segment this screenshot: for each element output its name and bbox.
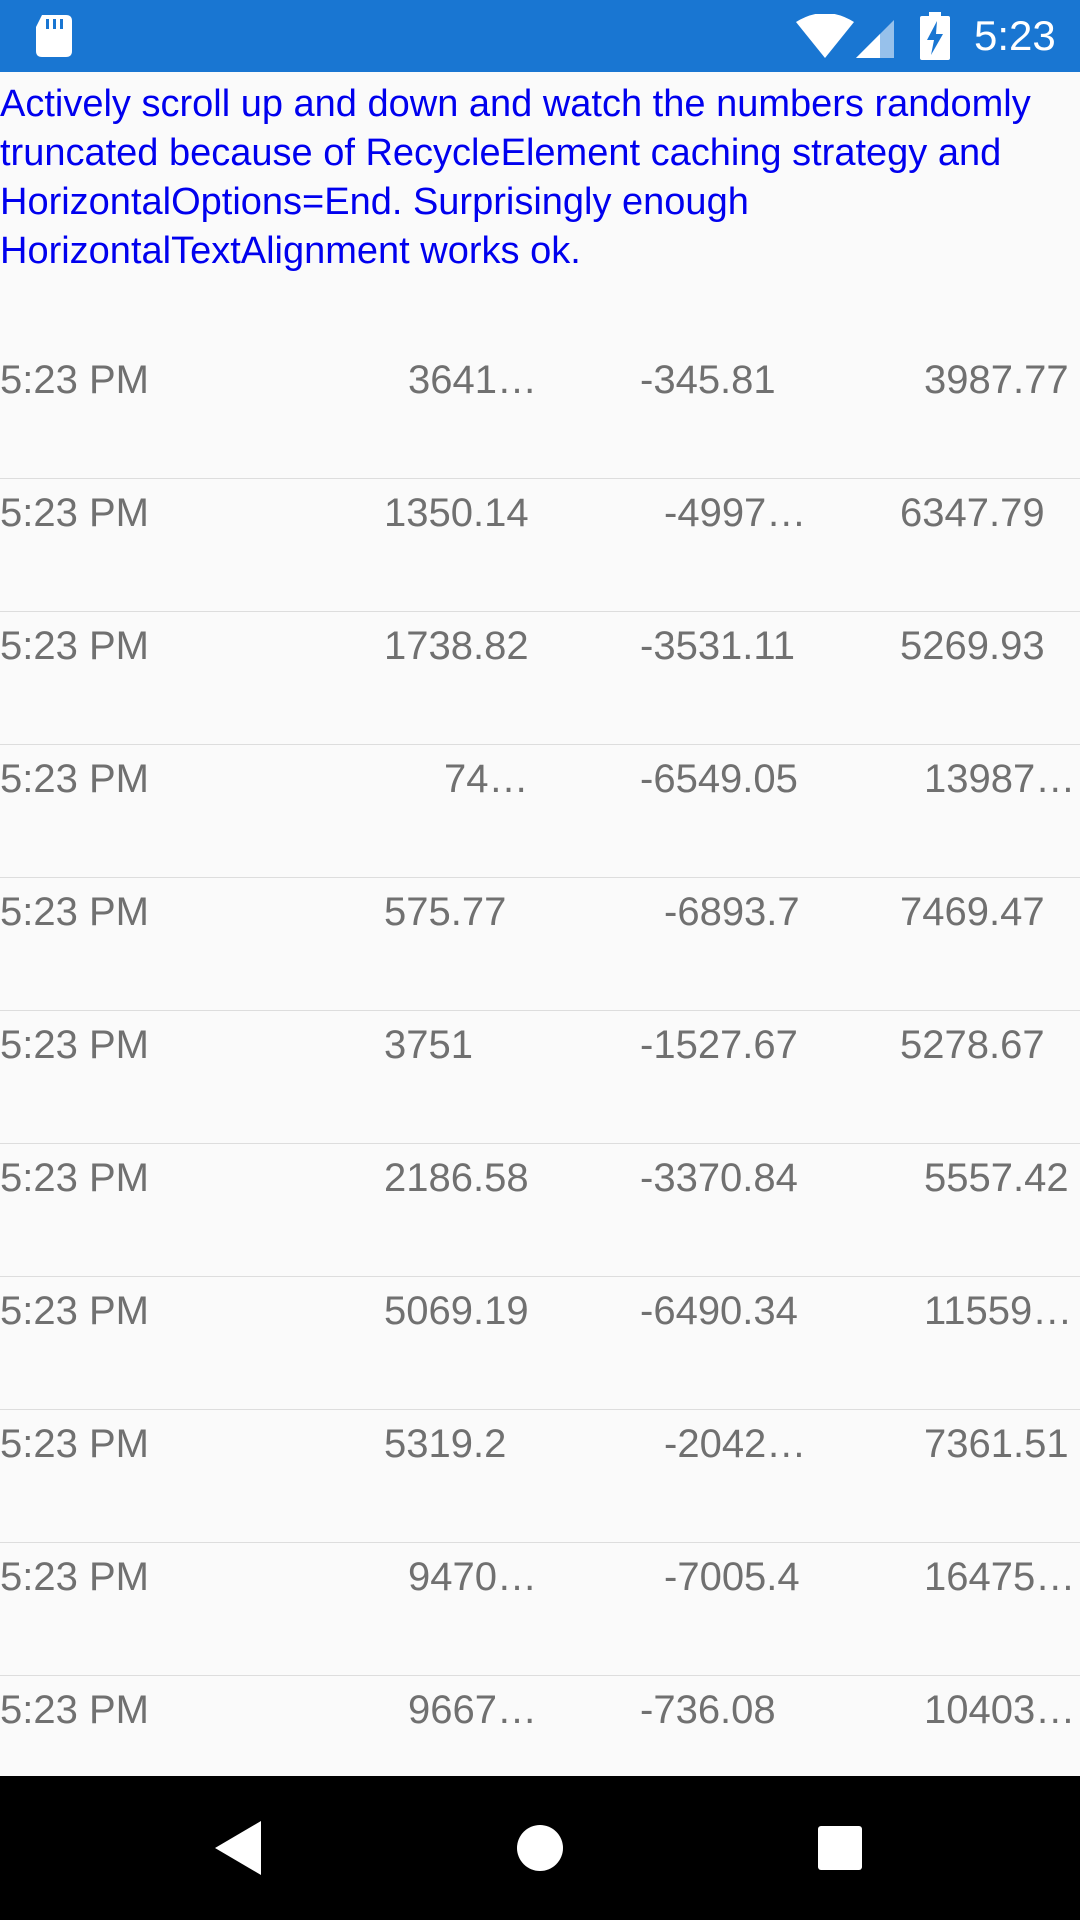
row-divider (0, 478, 1080, 479)
row-time: 5:23 PM (0, 1422, 149, 1466)
list-row[interactable]: 5:23 PM 5319.2 -2042… 7361.51 (0, 1410, 1080, 1543)
cell-signal-icon (856, 20, 894, 58)
sd-card-icon (36, 15, 72, 57)
row-value-b: -6490.34 (640, 1289, 798, 1333)
row-value-b: -4997… (664, 491, 807, 535)
main-content[interactable]: Actively scroll up and down and watch th… (0, 72, 1080, 1776)
row-value-c: 16475… (924, 1555, 1076, 1599)
row-divider (0, 1010, 1080, 1011)
row-value-a: 74… (444, 757, 529, 801)
list-row[interactable]: 5:23 PM 5069.19 -6490.34 11559… (0, 1277, 1080, 1410)
navigation-bar (0, 1776, 1080, 1920)
row-time: 5:23 PM (0, 1023, 149, 1067)
row-value-c: 6347.79 (900, 491, 1045, 535)
recents-icon[interactable] (818, 1826, 862, 1870)
list-row[interactable]: 5:23 PM 2186.58 -3370.84 5557.42 (0, 1144, 1080, 1277)
row-value-b: -6549.05 (640, 757, 798, 801)
row-divider (0, 744, 1080, 745)
row-value-c: 3987.77 (924, 358, 1069, 402)
row-value-c: 5278.67 (900, 1023, 1045, 1067)
list-row[interactable]: 5:23 PM 74… -6549.05 13987… (0, 745, 1080, 878)
row-value-b: -345.81 (640, 358, 776, 402)
list-row[interactable]: 5:23 PM 1738.82 -3531.11 5269.93 (0, 612, 1080, 745)
list-row[interactable]: 5:23 PM 9470… -7005.4 16475… (0, 1543, 1080, 1676)
row-time: 5:23 PM (0, 890, 149, 934)
wifi-icon (796, 14, 854, 58)
home-icon[interactable] (516, 1824, 564, 1872)
list-row[interactable]: 5:23 PM 575.77 -6893.7 7469.47 (0, 878, 1080, 1011)
row-time: 5:23 PM (0, 1156, 149, 1200)
row-value-a: 5069.19 (384, 1289, 529, 1333)
row-divider (0, 1542, 1080, 1543)
row-time: 5:23 PM (0, 491, 149, 535)
list-row[interactable]: 5:23 PM 9667… -736.08 10403… (0, 1676, 1080, 1776)
row-value-b: -1527.67 (640, 1023, 798, 1067)
description-text: Actively scroll up and down and watch th… (0, 83, 1031, 272)
back-icon[interactable] (215, 1821, 265, 1875)
row-time: 5:23 PM (0, 624, 149, 668)
row-value-c: 5269.93 (900, 624, 1045, 668)
status-bar: 5:23 (0, 0, 1080, 72)
row-value-a: 3751 (384, 1023, 473, 1067)
row-value-b: -2042… (664, 1422, 807, 1466)
row-value-c: 7469.47 (900, 890, 1045, 934)
row-divider (0, 611, 1080, 612)
row-value-a: 575.77 (384, 890, 507, 934)
row-divider (0, 1409, 1080, 1410)
row-time: 5:23 PM (0, 358, 149, 402)
row-value-a: 1350.14 (384, 491, 529, 535)
row-divider (0, 1143, 1080, 1144)
list-row[interactable]: 5:23 PM 1350.14 -4997… 6347.79 (0, 479, 1080, 612)
row-divider (0, 877, 1080, 878)
row-value-c: 11559… (924, 1289, 1073, 1333)
list-row[interactable]: 5:23 PM 3641… -345.81 3987.77 (0, 346, 1080, 479)
row-value-a: 9470… (408, 1555, 537, 1599)
row-value-c: 10403… (924, 1688, 1076, 1732)
row-value-c: 13987… (924, 757, 1076, 801)
row-value-c: 5557.42 (924, 1156, 1069, 1200)
row-divider (0, 1675, 1080, 1676)
row-value-a: 2186.58 (384, 1156, 529, 1200)
row-time: 5:23 PM (0, 1688, 149, 1732)
row-divider (0, 1276, 1080, 1277)
row-value-c: 7361.51 (924, 1422, 1069, 1466)
battery-charging-icon (920, 12, 950, 60)
row-value-b: -3531.11 (640, 624, 795, 668)
row-value-a: 1738.82 (384, 624, 529, 668)
row-value-b: -3370.84 (640, 1156, 798, 1200)
row-value-a: 3641… (408, 358, 537, 402)
row-time: 5:23 PM (0, 1555, 149, 1599)
status-clock: 5:23 (974, 12, 1056, 59)
row-value-b: -736.08 (640, 1688, 776, 1732)
row-time: 5:23 PM (0, 757, 149, 801)
row-value-a: 9667… (408, 1688, 537, 1732)
list-row[interactable]: 5:23 PM 3751 -1527.67 5278.67 (0, 1011, 1080, 1144)
row-value-b: -6893.7 (664, 890, 800, 934)
row-value-b: -7005.4 (664, 1555, 800, 1599)
row-value-a: 5319.2 (384, 1422, 507, 1466)
data-list[interactable]: 5:23 PM 3641… -345.81 3987.77 5:23 PM 1350.14… (0, 346, 1080, 1776)
row-time: 5:23 PM (0, 1289, 149, 1333)
